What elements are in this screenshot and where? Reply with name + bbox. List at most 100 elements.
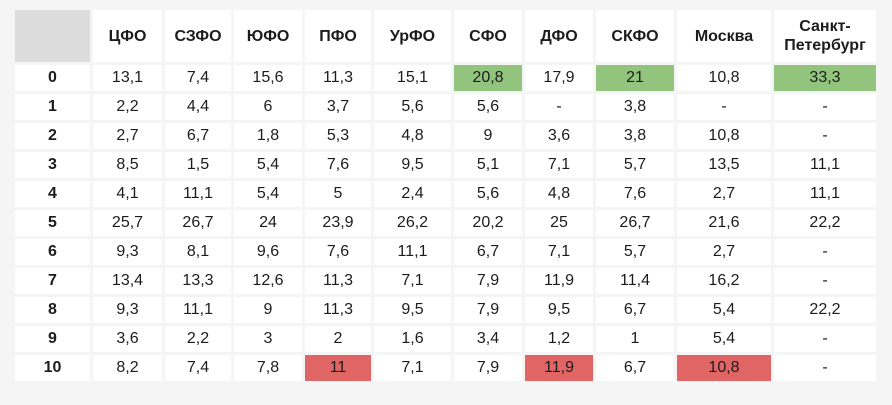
table-row: 8 9,3 11,1 9 11,3 9,5 7,9 9,5 6,7 5,4 22,2 [15,297,876,323]
value-cell: 5,3 [305,123,371,149]
value-cell: 23,9 [305,210,371,236]
value-cell: 1,8 [234,123,302,149]
value-cell: 7,9 [454,268,522,294]
row-header: 5 [15,210,90,236]
value-cell: 25 [525,210,593,236]
value-cell: 7,1 [374,268,451,294]
row-header: 8 [15,297,90,323]
column-header-moscow: Москва [677,10,771,62]
data-table: ЦФО СЗФО ЮФО ПФО УрФО СФО ДФО СКФО Москв… [12,7,879,384]
value-cell: 7,9 [454,297,522,323]
value-cell: 7,1 [525,239,593,265]
value-cell: 11,1 [165,181,231,207]
value-cell: 5,4 [234,181,302,207]
value-cell: 5,4 [677,297,771,323]
value-cell: 3,8 [596,123,674,149]
table-row: 2 2,7 6,7 1,8 5,3 4,8 9 3,6 3,8 10,8- [15,123,876,149]
row-header: 6 [15,239,90,265]
value-cell: 9,5 [525,297,593,323]
row-header: 3 [15,152,90,178]
row-header: 0 [15,65,90,91]
table-row: 1 2,2 4,4 6 3,7 5,6 5,6-3,8- - [15,94,876,120]
highlighted-value-cell: 11 [305,355,371,381]
value-cell: 2,2 [165,326,231,352]
value-cell: 6,7 [165,123,231,149]
value-cell: 2,7 [677,239,771,265]
table-row: 6 9,3 8,1 9,6 7,6 11,1 6,7 7,1 5,7 2,7- [15,239,876,265]
value-cell: 20,2 [454,210,522,236]
table-row: 4 4,1 11,1 5,4 5 2,4 5,6 4,8 7,6 2,7 11,1 [15,181,876,207]
table-row: 5 25,7 26,7 24 23,9 26,2 20,2 25 26,7 21,6 22,2 [15,210,876,236]
value-cell: 4,4 [165,94,231,120]
row-header: 7 [15,268,90,294]
value-cell: 1,6 [374,326,451,352]
column-header-urfo: УрФО [374,10,451,62]
value-cell: 26,7 [596,210,674,236]
value-cell: 11,4 [596,268,674,294]
value-cell: 11,3 [305,65,371,91]
value-cell: 5,1 [454,152,522,178]
value-cell: 1,2 [525,326,593,352]
value-cell: 7,8 [234,355,302,381]
value-cell: 15,6 [234,65,302,91]
value-cell: 9,5 [374,152,451,178]
value-cell: 5,6 [454,94,522,120]
row-header: 2 [15,123,90,149]
table-row: 10 8,2 7,4 7,8 11 7,1 7,9 11,9 6,7 10,8- [15,355,876,381]
value-cell: 2,7 [93,123,162,149]
value-cell: 10,8 [677,65,771,91]
column-header-sfo: СФО [454,10,522,62]
table-header-row: ЦФО СЗФО ЮФО ПФО УрФО СФО ДФО СКФО Москв… [15,10,876,62]
value-cell: 9 [454,123,522,149]
value-cell: 5,6 [454,181,522,207]
value-cell: 7,4 [165,355,231,381]
table-row: 9 3,6 2,2 3 2 1,6 3,4 1,2 1 5,4- [15,326,876,352]
value-cell: 3,6 [525,123,593,149]
table-body: 0 13,1 7,4 15,6 11,3 15,1 20,8 17,9 21 10,8 33,3 1 2… [15,65,876,381]
value-cell: 5,7 [596,239,674,265]
value-cell: 8,2 [93,355,162,381]
value-cell: - [774,123,876,149]
value-cell: 6,7 [596,297,674,323]
value-cell: 6,7 [596,355,674,381]
value-cell: 6,7 [454,239,522,265]
value-cell: 16,2 [677,268,771,294]
value-cell: 1 [596,326,674,352]
value-cell: 11,3 [305,268,371,294]
column-header-yufo: ЮФО [234,10,302,62]
value-cell: 7,4 [165,65,231,91]
value-cell: 7,1 [374,355,451,381]
value-cell: 10,8 [677,123,771,149]
column-header-skfo: СКФО [596,10,674,62]
value-cell: 1,5 [165,152,231,178]
row-header: 4 [15,181,90,207]
value-cell: 13,4 [93,268,162,294]
value-cell: - [774,239,876,265]
value-cell: 7,9 [454,355,522,381]
column-header-saint-petersburg: Санкт-Петербург [774,10,876,62]
value-cell: 6 [234,94,302,120]
value-cell: 11,1 [774,152,876,178]
value-cell: 7,1 [525,152,593,178]
value-cell: 11,9 [525,268,593,294]
highlighted-value-cell: 20,8 [454,65,522,91]
value-cell: 2 [305,326,371,352]
value-cell: 2,2 [93,94,162,120]
value-cell: 13,1 [93,65,162,91]
value-cell: 5,4 [234,152,302,178]
highlighted-value-cell: 10,8 [677,355,771,381]
corner-cell [15,10,90,62]
value-cell: 2,4 [374,181,451,207]
highlighted-value-cell: 11,9 [525,355,593,381]
value-cell: - [525,94,593,120]
value-cell: 3 [234,326,302,352]
value-cell: 9,3 [93,297,162,323]
value-cell: 24 [234,210,302,236]
value-cell: 21,6 [677,210,771,236]
value-cell: 13,5 [677,152,771,178]
table-row: 7 13,4 13,3 12,6 11,3 7,1 7,9 11,9 11,4 16,2- [15,268,876,294]
row-header: 9 [15,326,90,352]
value-cell: 26,7 [165,210,231,236]
highlighted-value-cell: 21 [596,65,674,91]
